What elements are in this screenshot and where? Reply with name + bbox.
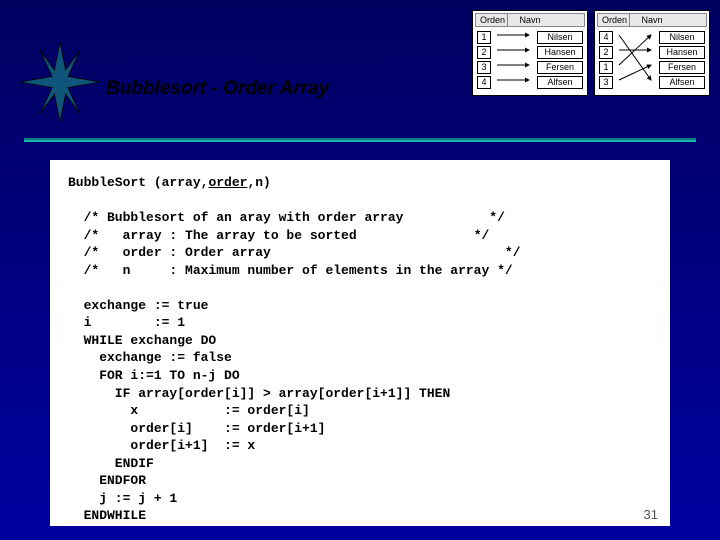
code-line: IF array[order[i]] > array[order[i+1]] T… [68,386,450,401]
code-line: WHILE exchange DO [68,333,216,348]
code-line: order[i+1] := x [68,438,255,453]
code-line: FOR i:=1 TO n-j DO [68,368,240,383]
table-row: Alfsen [537,76,583,89]
code-line: exchange := true [68,298,208,313]
hdr-orden: Orden [476,14,508,26]
slide-title: Bubblesort - Order Array [106,72,329,100]
star-icon [20,42,100,122]
hdr-orden: Orden [598,14,630,26]
hdr-navn: Navn [508,14,552,26]
table-row: Nilsen [537,31,583,44]
sig-line: BubbleSort (array,order,n) [68,175,271,190]
code-line: exchange := false [68,350,232,365]
header-row: Bubblesort - Order Array Orden Navn 1 2 … [0,0,720,142]
hdr-navn: Navn [630,14,674,26]
table-row: 2 [599,46,615,59]
table-header: Orden Navn [597,13,707,27]
code-line: x := order[i] [68,403,310,418]
comment-line: /* order : Order array */ [68,245,521,260]
code-line: ENDWHILE [68,508,146,523]
table-row: Alfsen [659,76,705,89]
page-number: 31 [644,507,658,522]
code-line: ENDIF [68,456,154,471]
table-row: Hansen [659,46,705,59]
arrows-left-icon [495,27,535,87]
example-tables: Orden Navn 1 2 3 4 Nilsen [472,8,710,96]
arrows-right-icon [617,27,657,87]
table-row: 1 [599,61,615,74]
content-panel: BubbleSort (array,order,n) /* Bubblesort… [50,160,670,526]
pseudocode: BubbleSort (array,order,n) /* Bubblesort… [68,174,652,525]
code-line: ENDFOR [68,473,146,488]
table-body: 1 2 3 4 [475,27,495,93]
title-area: Bubblesort - Order Array [0,8,472,122]
table-row: 3 [599,76,615,89]
table-left: Orden Navn 1 2 3 4 Nilsen [472,10,588,96]
code-line: order[i] := order[i+1] [68,421,325,436]
table-body: Nilsen Hansen Fersen Alfsen [535,27,585,93]
table-row: 2 [477,46,493,59]
table-row: Nilsen [659,31,705,44]
code-line: j := j + 1 [68,491,177,506]
table-header: Orden Navn [475,13,585,27]
title-underline [24,138,696,142]
table-row: 4 [599,31,615,44]
table-row: 3 [477,61,493,74]
comment-line: /* Bubblesort of an aray with order arra… [68,210,505,225]
sig-underline: order [208,175,247,190]
table-row: Fersen [659,61,705,74]
table-row: 4 [477,76,493,89]
table-body: Nilsen Hansen Fersen Alfsen [657,27,707,93]
code-line: i := 1 [68,315,185,330]
comment-line: /* n : Maximum number of elements in the… [68,263,513,278]
table-row: Fersen [537,61,583,74]
table-row: Hansen [537,46,583,59]
table-right: Orden Navn 4 2 1 3 Nilsen [594,10,710,96]
table-body: 4 2 1 3 [597,27,617,93]
comment-line: /* array : The array to be sorted */ [68,228,489,243]
table-row: 1 [477,31,493,44]
